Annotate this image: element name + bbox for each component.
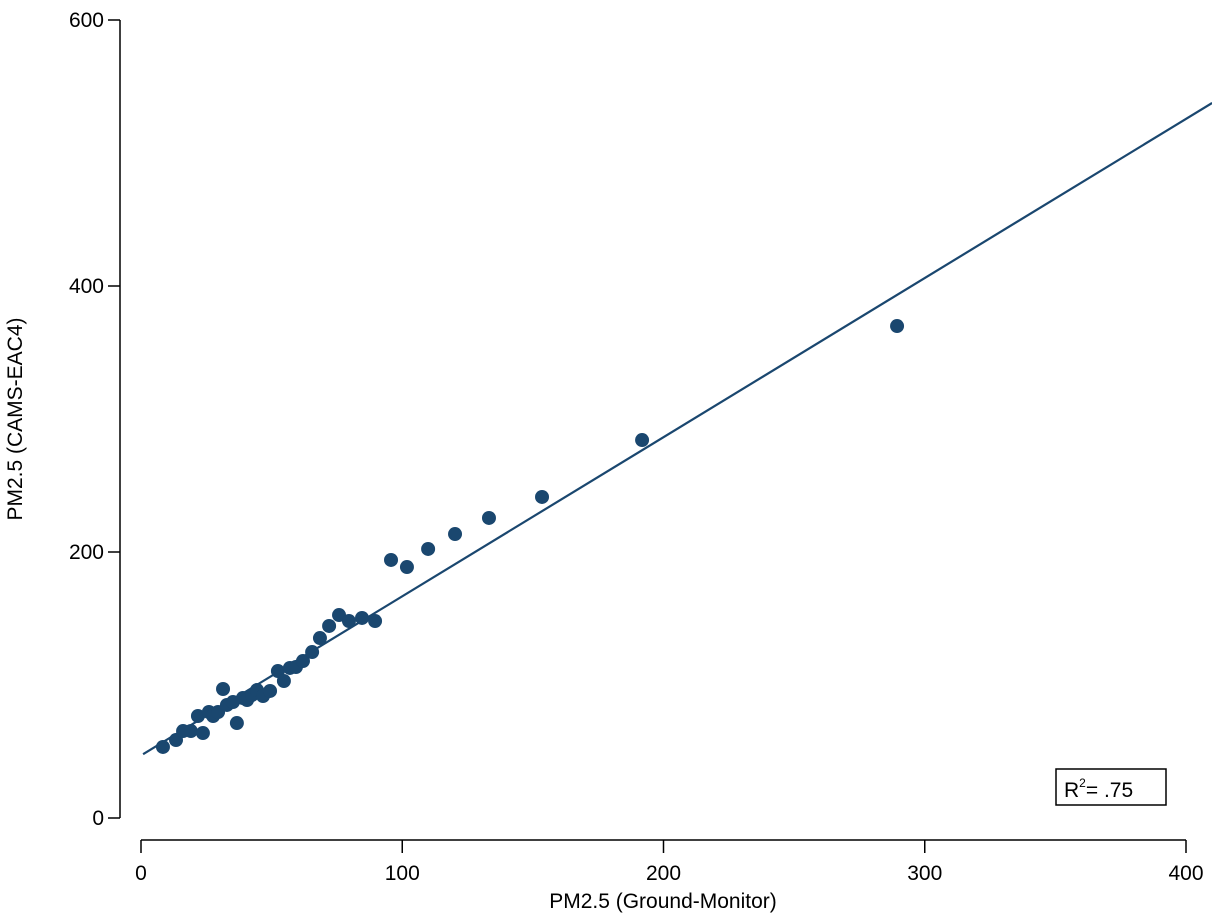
point — [183, 724, 198, 739]
point — [635, 433, 650, 448]
point — [155, 739, 170, 754]
point — [322, 618, 337, 633]
point — [535, 489, 550, 504]
point — [312, 631, 327, 646]
point — [384, 552, 399, 567]
annotation-box — [1055, 768, 1167, 806]
y-tick-label: 400 — [69, 275, 104, 298]
point — [216, 681, 231, 696]
annotation: R2= .75 — [1064, 776, 1133, 802]
point — [305, 645, 320, 660]
y-axis-label: PM2.5 (CAMS-EAC4) — [4, 317, 27, 520]
point — [448, 527, 463, 542]
point — [190, 708, 205, 723]
point — [229, 716, 244, 731]
x-tick-label: 100 — [385, 862, 420, 885]
point — [295, 654, 310, 669]
point — [195, 726, 210, 741]
point — [421, 541, 436, 556]
point — [355, 610, 370, 625]
point — [481, 510, 496, 525]
y-tick-label: 200 — [69, 541, 104, 564]
y-tick-label: 0 — [92, 807, 104, 830]
point — [368, 614, 383, 629]
y-tick-label: 600 — [69, 9, 104, 32]
x-tick-label: 200 — [646, 862, 681, 885]
point — [276, 674, 291, 689]
x-tick-label: 400 — [1168, 862, 1203, 885]
point — [341, 614, 356, 629]
x-tick-label: 0 — [135, 862, 147, 885]
x-axis-label: PM2.5 (Ground-Monitor) — [549, 890, 777, 913]
point — [263, 683, 278, 698]
x-tick-label: 300 — [907, 862, 942, 885]
fit-line — [142, 102, 1212, 756]
point — [890, 319, 905, 334]
point — [399, 560, 414, 575]
